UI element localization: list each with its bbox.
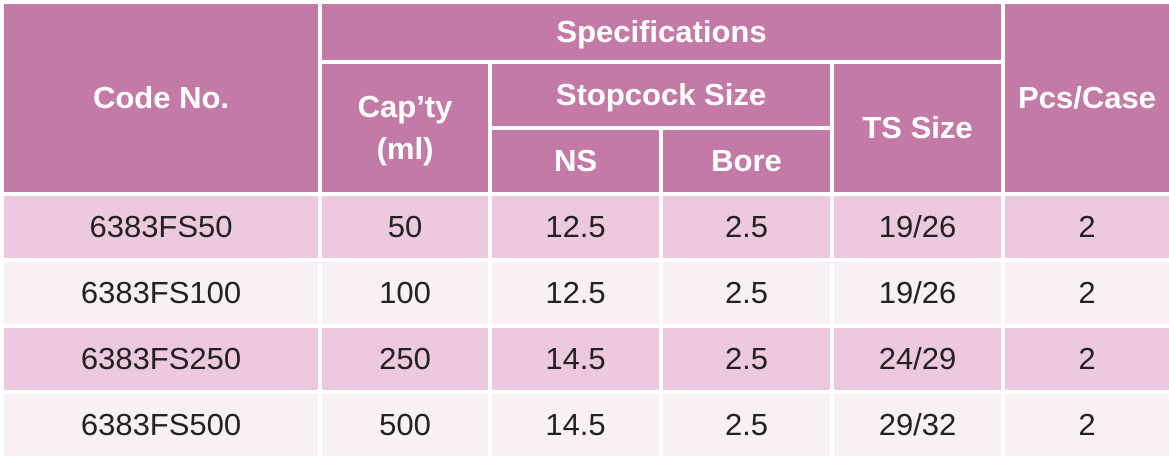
cell-capacity: 250 (318, 324, 492, 394)
cell-bore: 2.5 (659, 390, 834, 456)
header-capacity: Cap’ty (ml) (318, 60, 492, 196)
cell-ns: 12.5 (488, 192, 663, 262)
cell-pcs-case: 2 (1001, 258, 1169, 328)
cell-capacity: 500 (318, 390, 492, 456)
cell-code: 6383FS250 (0, 324, 322, 394)
table-row: 6383FS500 500 14.5 2.5 29/32 2 (0, 390, 1169, 456)
cell-pcs-case: 2 (1001, 390, 1169, 456)
cell-pcs-case: 2 (1001, 192, 1169, 262)
cell-bore: 2.5 (659, 324, 834, 394)
cell-pcs-case: 2 (1001, 324, 1169, 394)
header-specifications: Specifications (318, 0, 1005, 64)
cell-ts-size: 29/32 (830, 390, 1005, 456)
cell-code: 6383FS100 (0, 258, 322, 328)
cell-bore: 2.5 (659, 258, 834, 328)
header-stopcock-size: Stopcock Size (488, 60, 834, 130)
cell-ts-size: 19/26 (830, 192, 1005, 262)
cell-bore: 2.5 (659, 192, 834, 262)
cell-capacity: 50 (318, 192, 492, 262)
header-capacity-line1: Cap’ty (357, 89, 453, 125)
header-ns: NS (488, 126, 663, 196)
header-bore: Bore (659, 126, 834, 196)
table-row: 6383FS50 50 12.5 2.5 19/26 2 (0, 192, 1169, 262)
cell-ns: 14.5 (488, 324, 663, 394)
cell-code: 6383FS500 (0, 390, 322, 456)
cell-code: 6383FS50 (0, 192, 322, 262)
table-row: 6383FS100 100 12.5 2.5 19/26 2 (0, 258, 1169, 328)
cell-ns: 12.5 (488, 258, 663, 328)
cell-ns: 14.5 (488, 390, 663, 456)
header-ts-size: TS Size (830, 60, 1005, 196)
cell-ts-size: 24/29 (830, 324, 1005, 394)
cell-capacity: 100 (318, 258, 492, 328)
table-row: 6383FS250 250 14.5 2.5 24/29 2 (0, 324, 1169, 394)
header-capacity-line2: (ml) (376, 131, 434, 166)
header-code-no: Code No. (0, 0, 322, 196)
cell-ts-size: 19/26 (830, 258, 1005, 328)
header-pcs-case: Pcs/Case (1001, 0, 1169, 196)
